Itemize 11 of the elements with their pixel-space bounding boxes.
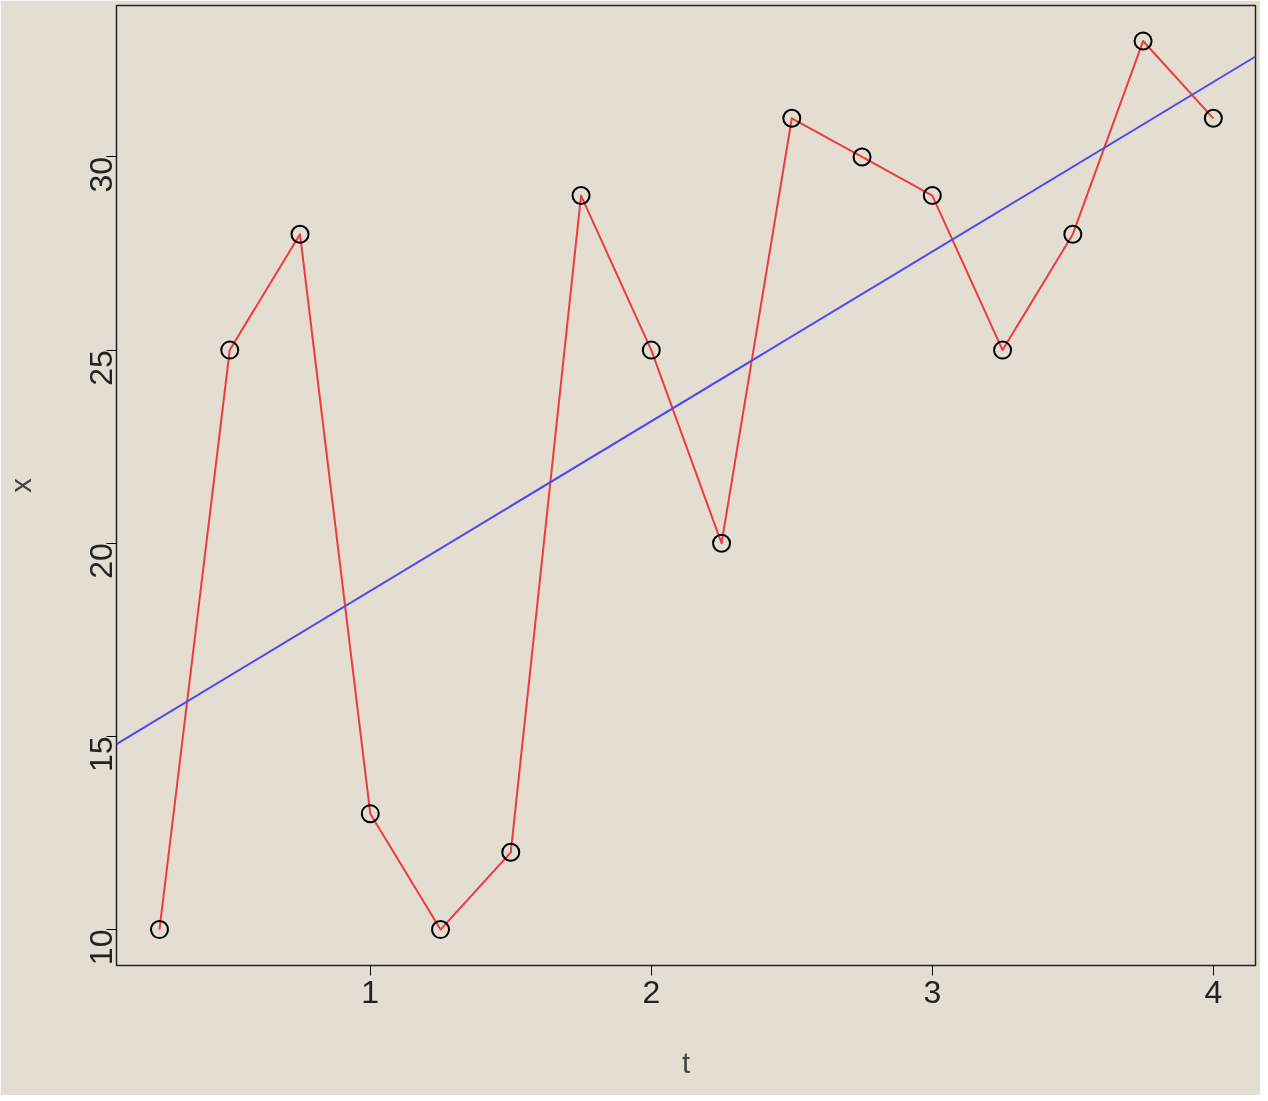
y-tick-label: 15 (83, 736, 120, 773)
x-tick-label: 3 (923, 973, 942, 1010)
x-tick-label: 1 (361, 973, 380, 1010)
y-tick-label: 25 (83, 350, 120, 386)
y-tick-label: 30 (83, 156, 120, 193)
y-tick-label: 10 (83, 929, 120, 966)
x-tick-label: 4 (1204, 973, 1223, 1010)
x-tick-label: 2 (642, 973, 661, 1010)
y-axis-title: x (3, 477, 37, 493)
x-axis-title: t (681, 1045, 691, 1079)
y-tick-label: 20 (83, 543, 120, 579)
